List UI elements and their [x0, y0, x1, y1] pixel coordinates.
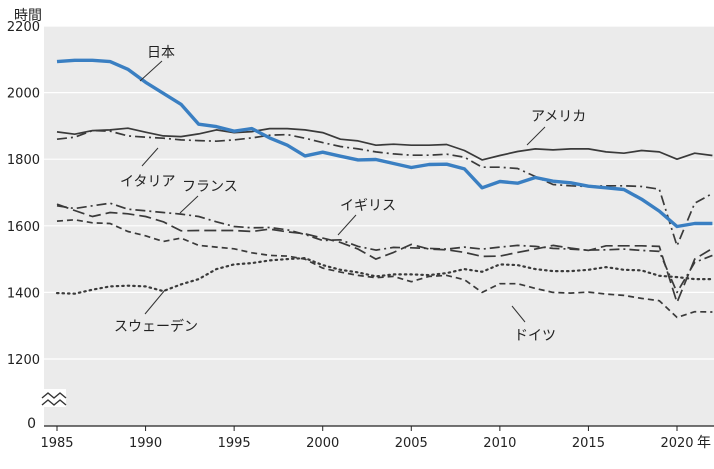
x-tick-label: 2000	[306, 436, 339, 451]
series-line-スウェーデン	[55, 257, 714, 295]
y-tick-label: 1800	[7, 153, 40, 168]
y-tick-label: 2000	[7, 87, 40, 102]
series-label-イタリア: イタリア	[120, 174, 175, 190]
label-leader-line	[141, 147, 159, 167]
axes: 1200 1400 1600 1800 2000 2200 1985 1990 1995 2000…	[7, 20, 714, 451]
series-line-ドイツ	[56, 218, 713, 319]
y-tick-label: 2200	[7, 20, 40, 35]
x-axis-label: 年	[697, 435, 711, 451]
x-tick-label: 2005	[395, 436, 428, 451]
series-label-ドイツ: ドイツ	[514, 328, 556, 344]
series-line-アメリカ	[56, 127, 713, 161]
y-zero-label: 0	[27, 416, 36, 432]
series-line-フランス	[56, 202, 713, 294]
x-tick-label: 1985	[40, 436, 73, 451]
label-leader-line	[526, 126, 546, 146]
series-line-日本	[56, 58, 713, 229]
label-leader-line	[337, 214, 357, 236]
series-layer	[55, 58, 714, 319]
x-tick-label: 1990	[129, 436, 162, 451]
axis-break-icon	[38, 389, 67, 407]
x-tick-label: 1995	[218, 436, 251, 451]
series-label-日本: 日本	[147, 45, 175, 61]
x-tick-label: 2010	[483, 436, 516, 451]
series-line-イギリス	[56, 203, 713, 304]
series-label-スウェーデン: スウェーデン	[114, 318, 198, 335]
y-tick-label: 1200	[7, 353, 40, 368]
x-tick-label: 2015	[572, 436, 605, 451]
x-tick-label: 2020	[660, 436, 693, 451]
series-label-アメリカ: アメリカ	[531, 109, 586, 125]
y-tick-label: 1400	[7, 286, 40, 301]
series-label-フランス: フランス	[182, 179, 238, 195]
label-leader-line	[144, 289, 166, 315]
label-leader-line	[139, 60, 163, 82]
label-leader-line	[511, 305, 526, 323]
label-leader-line	[179, 195, 199, 214]
y-tick-label: 1600	[7, 220, 40, 235]
y-axis-label: 時間	[14, 8, 42, 24]
series-label-イギリス: イギリス	[340, 198, 396, 214]
